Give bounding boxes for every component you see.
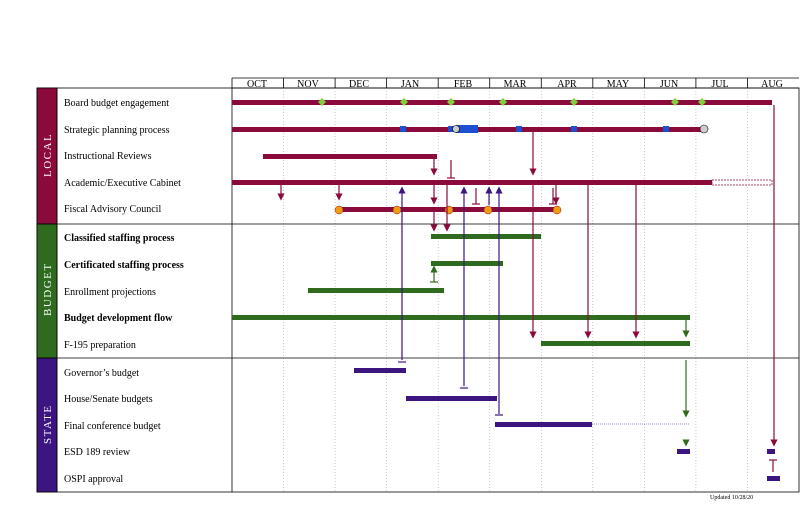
local-arrows xyxy=(277,105,778,447)
milestone-circle xyxy=(452,125,460,133)
bar-academic-cabinet xyxy=(232,180,712,185)
month-label: JAN xyxy=(401,79,419,90)
milestone-diamond xyxy=(447,98,455,106)
task-label: Strategic planning process xyxy=(64,125,170,136)
bar-budget-development xyxy=(232,315,690,320)
budget-arrows xyxy=(430,265,690,447)
task-label: Certificated staffing process xyxy=(64,260,184,271)
strategic-milestones xyxy=(400,124,709,134)
task-label: Budget development flow xyxy=(64,313,173,324)
task-label: OSPI approval xyxy=(64,474,123,485)
month-dividers xyxy=(283,78,748,492)
updated-note: Updated 10/28/20 xyxy=(710,495,753,501)
bar-governors-budget xyxy=(354,368,406,373)
task-label: Fiscal Advisory Council xyxy=(64,204,161,215)
task-label: House/Senate budgets xyxy=(64,394,153,405)
meeting-dot xyxy=(392,205,402,215)
milestone-diamond xyxy=(671,98,679,106)
meeting-dot xyxy=(483,205,493,215)
meeting-dot xyxy=(444,205,454,215)
task-label: Classified staffing process xyxy=(64,233,174,244)
meeting-dot xyxy=(334,205,344,215)
tee-caps xyxy=(447,160,777,472)
task-labels: Board budget engagement Strategic planni… xyxy=(64,98,184,485)
month-label: JUN xyxy=(660,79,678,90)
milestone-square xyxy=(456,125,478,133)
milestone-square xyxy=(663,126,669,132)
bar-f195-preparation xyxy=(541,341,690,346)
section-label-state: STATE xyxy=(42,404,54,444)
month-label: NOV xyxy=(297,79,319,90)
bar-certificated-staffing xyxy=(431,261,503,266)
bar-classified-staffing xyxy=(431,234,541,239)
task-label: Enrollment projections xyxy=(64,287,156,298)
month-label: AUG xyxy=(761,79,783,90)
bar-esd-review xyxy=(677,449,690,454)
month-label: MAR xyxy=(504,79,527,90)
milestone-square xyxy=(571,126,577,132)
bar-ospi-approval xyxy=(767,476,780,481)
month-label: MAY xyxy=(607,79,629,90)
task-label: Academic/Executive Cabinet xyxy=(64,178,181,189)
milestone-diamond xyxy=(570,98,578,106)
fiscal-meetings xyxy=(334,205,562,215)
milestone-square xyxy=(516,126,522,132)
bar-instructional-reviews xyxy=(263,154,437,159)
milestone-square xyxy=(400,126,406,132)
section-label-local: LOCAL xyxy=(42,133,54,177)
task-label: ESD 189 review xyxy=(64,447,131,458)
bar-enrollment-projections xyxy=(308,288,444,293)
bar-esd-review-aug xyxy=(767,449,775,454)
task-label: F-195 preparation xyxy=(64,340,136,351)
state-tee-caps xyxy=(398,361,503,416)
milestone-diamond xyxy=(499,98,507,106)
milestone-diamond xyxy=(400,98,408,106)
state-arrows xyxy=(398,186,503,414)
milestone-square xyxy=(448,126,454,132)
bar-academic-cabinet-dashed xyxy=(711,179,773,186)
milestone-diamond xyxy=(698,98,706,106)
month-label: DEC xyxy=(349,79,369,90)
milestone-diamond xyxy=(318,98,326,106)
month-label: APR xyxy=(557,79,577,90)
month-label: OCT xyxy=(247,79,267,90)
task-label: Final conference budget xyxy=(64,421,161,432)
bar-house-senate xyxy=(406,396,497,401)
task-label: Board budget engagement xyxy=(64,98,169,109)
month-label: JUL xyxy=(711,79,728,90)
month-header-row: OCT NOV DEC JAN FEB MAR APR MAY JUN JUL … xyxy=(247,79,783,90)
bar-final-conference xyxy=(495,422,592,427)
meeting-dot xyxy=(552,205,562,215)
board-milestones xyxy=(318,98,706,106)
task-label: Instructional Reviews xyxy=(64,151,152,162)
milestone-circle xyxy=(699,124,709,134)
task-label: Governor’s budget xyxy=(64,368,139,379)
month-label: FEB xyxy=(454,79,473,90)
section-label-budget: BUDGET xyxy=(42,262,54,316)
